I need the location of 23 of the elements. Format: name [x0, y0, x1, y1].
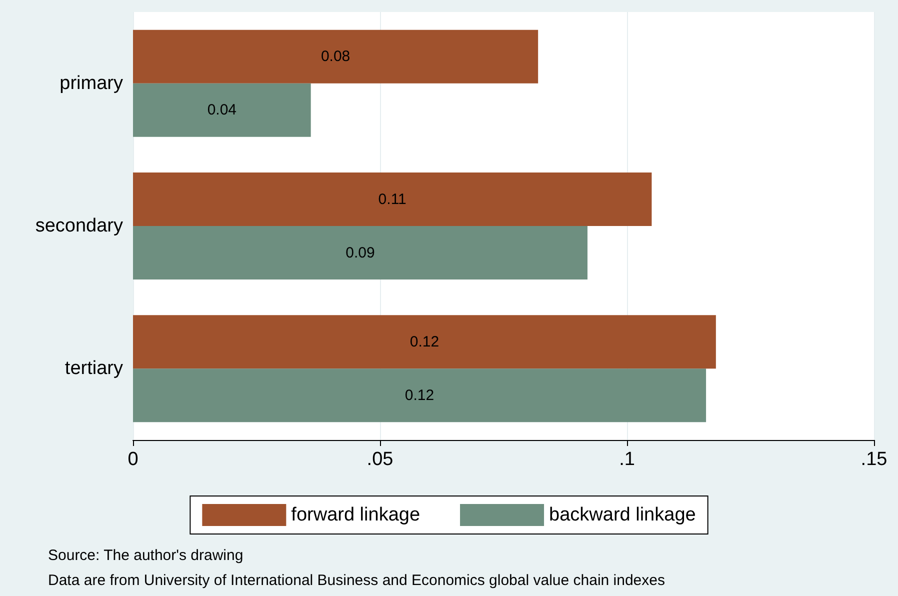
data-label: 0.12	[404, 386, 434, 404]
data-label: 0.09	[346, 244, 375, 262]
data-label: 0.11	[378, 190, 406, 208]
legend-label: forward linkage	[291, 504, 420, 526]
bar	[133, 83, 311, 137]
x-tick-label: .15	[860, 449, 888, 470]
text: Data are from University of International Business and Economics global value chain indexes	[48, 572, 665, 589]
data-label: 0.04	[207, 102, 237, 119]
bar	[133, 226, 588, 280]
bar	[133, 368, 706, 422]
bar	[133, 315, 716, 369]
x-tick-label: .1	[619, 449, 635, 470]
y-tick-label: primary	[60, 72, 124, 94]
bar	[133, 172, 652, 226]
y-tick-label: tertiary	[64, 358, 124, 380]
y-tick-label: secondary	[35, 216, 124, 236]
bar	[133, 30, 538, 84]
data-label: 0.08	[320, 48, 350, 66]
data-label: 0.12	[410, 333, 440, 350]
x-tick-label: .05	[366, 449, 394, 470]
x-tick-label: 0	[128, 449, 138, 470]
source-note: Source: The author's drawing	[48, 547, 244, 564]
legend-label: backward linkage	[549, 504, 696, 526]
